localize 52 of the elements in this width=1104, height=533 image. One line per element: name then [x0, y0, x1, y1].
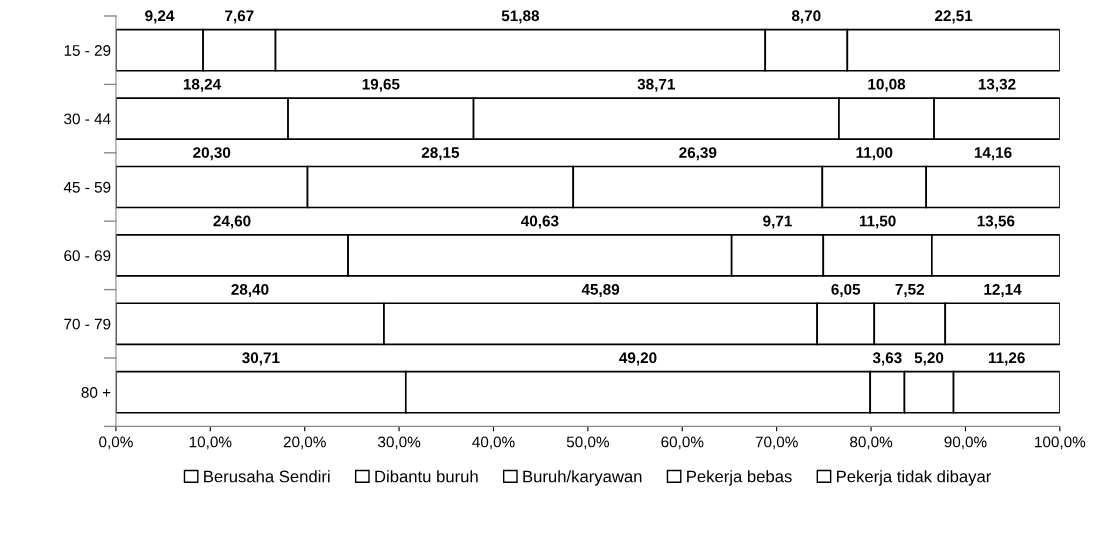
- data-label: 8,70: [791, 10, 821, 24]
- x-tick-label: 90,0%: [944, 436, 987, 450]
- data-label: 13,32: [978, 78, 1016, 92]
- data-label: 9,71: [763, 215, 792, 229]
- y-tick-label: 80 +: [81, 387, 111, 398]
- y-tick-label: 30 - 44: [64, 113, 111, 125]
- data-label: 11,26: [988, 352, 1025, 366]
- data-label: 49,20: [619, 352, 657, 366]
- legend-label: Buruh/karyawan: [523, 470, 642, 486]
- y-tick-label: 45 - 59: [63, 181, 111, 193]
- y-tick-label: 15 - 29: [64, 45, 111, 56]
- data-label: 20,30: [193, 147, 231, 161]
- legend-label: Berusaha Sendiri: [204, 470, 330, 483]
- data-label: 19,65: [362, 78, 400, 92]
- data-label: 45,89: [581, 283, 620, 297]
- y-tick-label: 60 - 69: [64, 250, 111, 262]
- x-tick-label: 100,0%: [1035, 436, 1086, 450]
- legend-label: Pekerja tidak dibayar: [837, 470, 992, 486]
- y-tick-label: 70 - 79: [64, 318, 111, 330]
- data-label: 10,08: [868, 78, 906, 92]
- data-label: 6,05: [831, 283, 861, 297]
- data-label: 28,15: [421, 147, 460, 161]
- data-label: 24,60: [213, 215, 251, 229]
- data-label: 3,63: [872, 352, 902, 366]
- data-label: 18,24: [183, 78, 222, 92]
- legend-label: Dibantu buruh: [375, 470, 478, 483]
- data-label: 14,16: [974, 147, 1012, 161]
- x-tick-label: 30,0%: [378, 436, 421, 450]
- x-tick-label: 40,0%: [472, 436, 515, 450]
- x-tick-label: 70,0%: [755, 436, 798, 450]
- data-label: 11,00: [856, 147, 893, 161]
- data-label: 30,71: [242, 352, 280, 366]
- data-label: 9,24: [145, 10, 175, 24]
- x-tick-label: 80,0%: [850, 436, 893, 450]
- data-label: 7,67: [225, 10, 254, 24]
- data-label: 7,52: [895, 283, 925, 297]
- data-label: 26,39: [679, 147, 717, 161]
- data-label: 12,14: [984, 283, 1022, 297]
- data-label: 13,56: [977, 215, 1015, 229]
- x-tick-label: 50,0%: [566, 436, 609, 450]
- x-tick-label: 0,0%: [99, 436, 133, 450]
- legend-label: Pekerja bebas: [687, 470, 792, 486]
- data-label: 22,51: [935, 10, 973, 24]
- x-tick-label: 10,0%: [189, 436, 232, 450]
- data-label: 11,50: [859, 215, 896, 229]
- x-tick-label: 60,0%: [661, 436, 704, 450]
- data-label: 28,40: [231, 283, 269, 297]
- data-label: 38,71: [637, 78, 675, 92]
- data-label: 40,63: [521, 215, 559, 229]
- data-label: 5,20: [914, 352, 944, 366]
- data-label: 51,88: [501, 10, 540, 24]
- x-tick-label: 20,0%: [283, 436, 326, 450]
